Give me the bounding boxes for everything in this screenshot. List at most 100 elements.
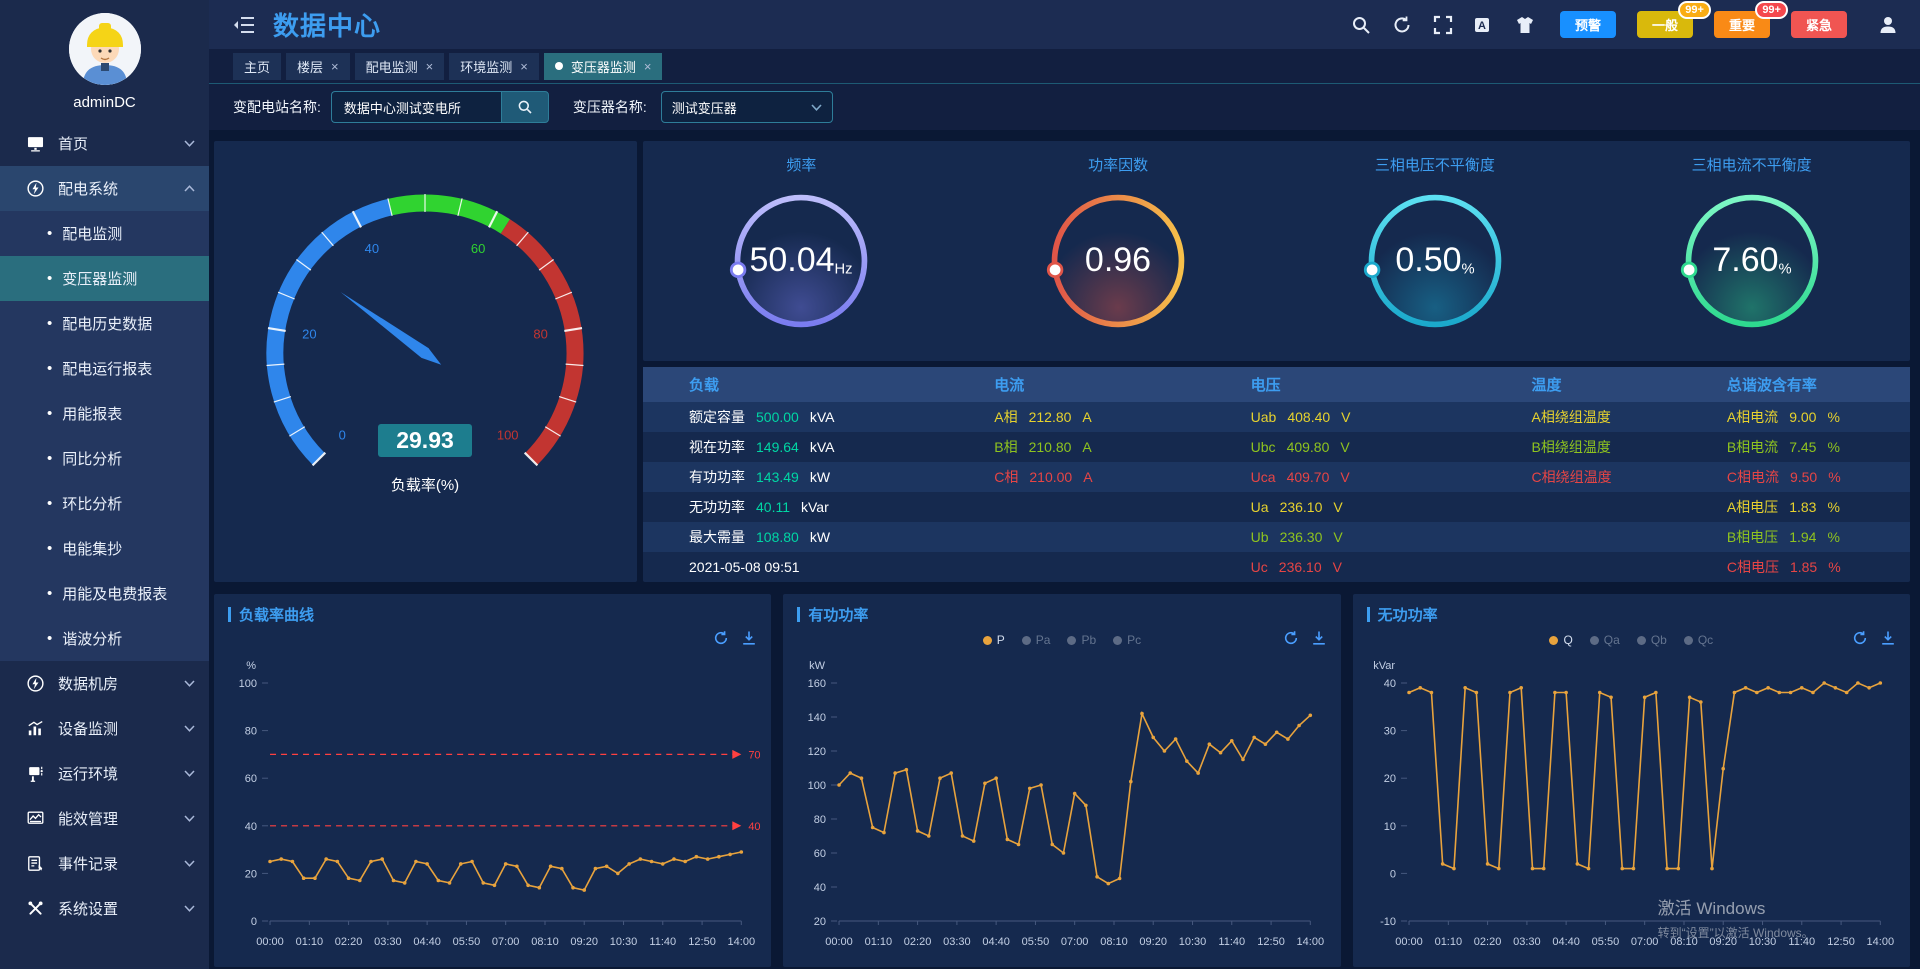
- sidebar-item[interactable]: 首页: [0, 121, 209, 166]
- refresh-icon[interactable]: [1392, 15, 1412, 35]
- station-name-input[interactable]: [330, 91, 501, 123]
- legend-item[interactable]: Pc: [1113, 633, 1141, 647]
- sidebar-item[interactable]: • 配电监测: [0, 211, 209, 256]
- legend-item[interactable]: Pa: [1021, 633, 1050, 647]
- chart-toolbar-row: [214, 625, 771, 655]
- legend-item[interactable]: Qa: [1589, 633, 1620, 647]
- svg-text:0.50%: 0.50%: [1395, 241, 1474, 279]
- table-cell: A相 212.80 A: [994, 407, 1250, 427]
- close-icon[interactable]: ×: [643, 58, 652, 74]
- sidebar-item[interactable]: • 变压器监测: [0, 256, 209, 301]
- svg-text:20: 20: [245, 868, 257, 880]
- transformer-select[interactable]: 测试变压器: [660, 91, 833, 123]
- cell-label: 最大需量: [689, 529, 745, 545]
- sidebar-item[interactable]: • 配电运行报表: [0, 346, 209, 391]
- cell-value: 210.00: [1029, 469, 1073, 485]
- svg-text:08:10: 08:10: [1101, 936, 1129, 948]
- cell-value: 9.50: [1789, 469, 1818, 485]
- tab[interactable]: 主页: [233, 52, 282, 80]
- sidebar-menu: 首页 配电系统 • 配电监测 • 变压器监测 • 配电历史数据 • 配电运行报表 • 用能报表 • 同比分…: [0, 121, 209, 969]
- refresh-icon[interactable]: [713, 630, 729, 646]
- chart-panel: 无功功率 Q Qa Qb Qc kVar -10 0 10 20 30 40 00:00 01:10 02:…: [1352, 594, 1910, 967]
- sidebar-item[interactable]: 设备监测: [0, 706, 209, 751]
- sidebar-item[interactable]: • 用能及电费报表: [0, 571, 209, 616]
- sidebar-item[interactable]: • 同比分析: [0, 436, 209, 481]
- sidebar-item-label: 同比分析: [62, 451, 123, 468]
- table-cell: Ubc 409.80 V: [1251, 439, 1532, 455]
- sidebar-item[interactable]: 数据机房: [0, 661, 209, 706]
- table-cell: 视在功率 149.64 kVA: [689, 437, 994, 457]
- legend-item[interactable]: Qb: [1636, 633, 1667, 647]
- sidebar-item[interactable]: • 配电历史数据: [0, 301, 209, 346]
- bullet-icon: •: [47, 315, 53, 332]
- alarm-button[interactable]: 重要 99+: [1713, 1, 1788, 38]
- sidebar-item[interactable]: 运行环境: [0, 751, 209, 796]
- cell-unit: V: [1333, 529, 1343, 545]
- close-icon[interactable]: ×: [520, 58, 528, 74]
- cell-unit: A: [1082, 409, 1092, 425]
- refresh-icon[interactable]: [1852, 630, 1868, 646]
- table-cell: 2021-05-08 09:51: [689, 559, 994, 575]
- svg-text:70: 70: [748, 749, 760, 761]
- alarm-buttons: 预警 一般 99+ 重要 99+ 紧急: [1559, 1, 1847, 38]
- sidebar-item[interactable]: • 用能报表: [0, 391, 209, 436]
- close-icon[interactable]: ×: [331, 58, 339, 74]
- svg-text:40: 40: [1383, 678, 1395, 690]
- sidebar-item[interactable]: 配电系统: [0, 166, 209, 211]
- legend-item[interactable]: Q: [1549, 633, 1573, 647]
- user-icon[interactable]: [1878, 15, 1898, 35]
- legend-item[interactable]: Qc: [1683, 633, 1713, 647]
- chart-toolbar-row: P Pa Pb Pc: [783, 625, 1340, 655]
- download-icon[interactable]: [1311, 630, 1327, 646]
- bullet-icon: •: [47, 360, 53, 377]
- svg-text:100: 100: [497, 428, 519, 443]
- download-icon[interactable]: [741, 630, 757, 646]
- tab[interactable]: 环境监测 ×: [449, 52, 539, 80]
- theme-icon[interactable]: [1515, 15, 1535, 35]
- legend-item[interactable]: Pb: [1067, 633, 1096, 647]
- svg-text:100: 100: [239, 678, 257, 690]
- page-title: 数据中心: [273, 11, 382, 41]
- sidebar-item[interactable]: • 环比分析: [0, 481, 209, 526]
- sidebar-item[interactable]: • 电能集抄: [0, 526, 209, 571]
- chart-legend: P Pa Pb Pc: [982, 633, 1141, 647]
- alarm-button[interactable]: 紧急: [1790, 11, 1847, 38]
- table-cell: Uc 236.10 V: [1251, 559, 1532, 575]
- bullet-icon: •: [47, 225, 53, 242]
- station-search-button[interactable]: [500, 91, 549, 123]
- search-icon[interactable]: [1351, 15, 1371, 35]
- cell-label: C相: [994, 469, 1019, 485]
- table-column-header: 总谐波含有率: [1726, 377, 1817, 394]
- sidebar-item[interactable]: 能效管理: [0, 796, 209, 841]
- tab-label: 变压器监测: [570, 59, 636, 75]
- header: 数据中心 A: [209, 0, 1920, 49]
- collapse-menu-icon[interactable]: [233, 16, 255, 34]
- tab[interactable]: 楼层 ×: [286, 52, 350, 80]
- svg-text:08:10: 08:10: [531, 936, 559, 948]
- sidebar-item[interactable]: 系统设置: [0, 886, 209, 931]
- bullet-icon: •: [47, 630, 53, 647]
- alarm-button[interactable]: 预警: [1559, 11, 1616, 38]
- tab[interactable]: 变压器监测 ×: [543, 52, 663, 80]
- download-icon[interactable]: [1880, 630, 1896, 646]
- monitor-icon: [26, 134, 45, 153]
- tab[interactable]: 配电监测 ×: [354, 52, 445, 80]
- svg-text:04:40: 04:40: [983, 936, 1011, 948]
- sidebar-item[interactable]: • 谐波分析: [0, 616, 209, 661]
- refresh-icon[interactable]: [1283, 630, 1299, 646]
- cell-value: 149.64: [756, 439, 799, 455]
- table-cell: Ua 236.10 V: [1251, 499, 1532, 515]
- alarm-button[interactable]: 一般 99+: [1636, 1, 1711, 38]
- legend-item[interactable]: P: [982, 633, 1005, 647]
- tab-label: 环境监测: [460, 59, 513, 75]
- language-icon[interactable]: A: [1474, 15, 1494, 35]
- transformer-select-value: 测试变压器: [671, 100, 737, 116]
- cell-unit: V: [1333, 499, 1343, 515]
- sidebar-item[interactable]: 事件记录: [0, 841, 209, 886]
- fullscreen-icon[interactable]: [1433, 15, 1453, 35]
- cell-label: 视在功率: [689, 439, 745, 455]
- transformer-label: 变压器名称:: [572, 99, 647, 115]
- avatar[interactable]: [68, 13, 141, 85]
- close-icon[interactable]: ×: [425, 58, 434, 74]
- chart-tools: [1852, 630, 1896, 646]
